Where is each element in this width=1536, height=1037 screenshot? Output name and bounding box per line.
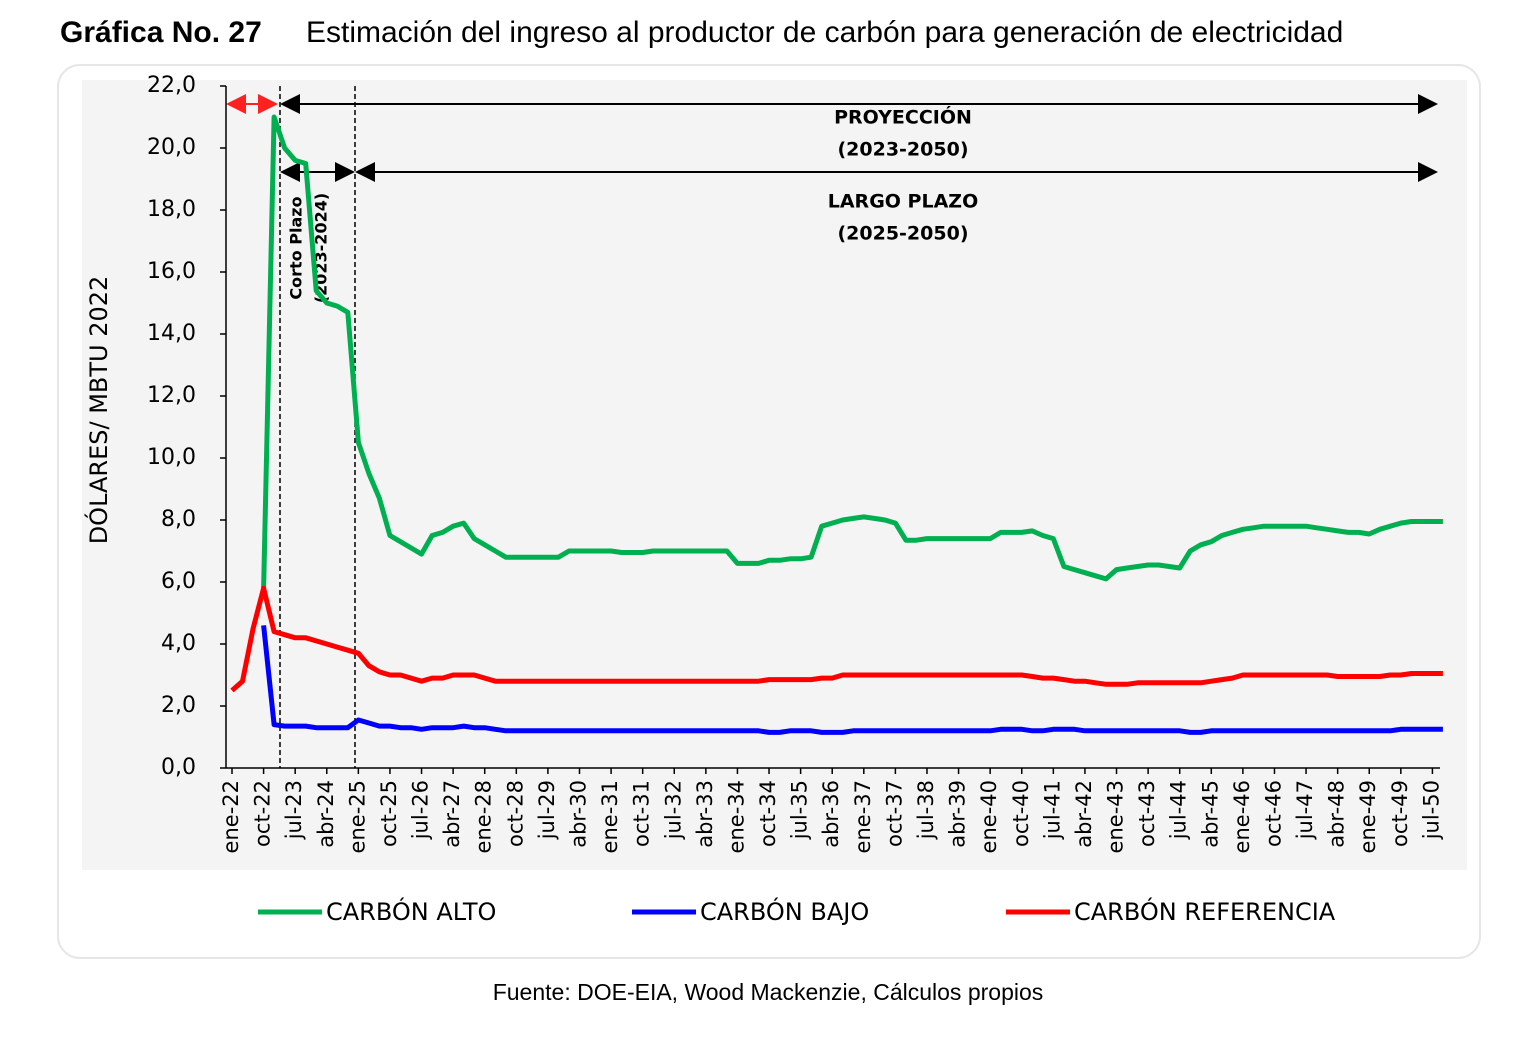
annotation: (2023-2050): [837, 139, 968, 161]
chart-title: Estimación del ingreso al productor de c…: [306, 16, 1343, 49]
y-tick-label: 4,0: [161, 631, 196, 656]
x-tick-label: oct-37: [882, 780, 906, 847]
x-tick-label: jul-32: [661, 780, 685, 840]
y-axis-label: DÓLARES/ MBTU 2022: [83, 276, 113, 545]
x-tick-label: abr-48: [1325, 780, 1349, 848]
series-line: [261, 114, 1443, 589]
x-tick-label: oct-22: [251, 780, 275, 847]
x-tick-label: oct-34: [756, 780, 780, 847]
x-tick-label: ene-34: [724, 780, 748, 853]
x-tick-label: jul-38: [914, 780, 938, 840]
x-tick-label: abr-39: [946, 780, 970, 848]
x-tick-label: ene-49: [1356, 780, 1380, 853]
legend-label: CARBÓN REFERENCIA: [1074, 896, 1336, 926]
x-tick-label: jul-44: [1167, 780, 1191, 840]
annotation: PROYECCIÓN: [834, 105, 972, 129]
annotation: (2025-2050): [837, 223, 968, 245]
x-tick-label: oct-40: [1009, 780, 1033, 847]
y-tick-label: 0,0: [161, 755, 196, 780]
y-tick-label: 6,0: [161, 569, 196, 594]
legend-label: CARBÓN BAJO: [700, 896, 869, 926]
x-tick-label: jul-26: [409, 780, 433, 840]
x-tick-label: abr-30: [566, 780, 590, 848]
y-tick-label: 2,0: [161, 693, 196, 718]
x-tick-label: jul-23: [282, 780, 306, 840]
x-tick-label: abr-24: [314, 780, 338, 848]
x-tick-label: jul-35: [788, 780, 812, 840]
annotation: LARGO PLAZO: [828, 191, 978, 213]
x-tick-label: jul-50: [1419, 780, 1443, 840]
y-tick-label: 12,0: [147, 383, 196, 408]
x-tick-label: abr-42: [1072, 780, 1096, 848]
x-tick-label: ene-43: [1104, 780, 1128, 853]
x-tick-label: ene-28: [472, 780, 496, 853]
x-tick-label: abr-45: [1198, 780, 1222, 848]
plot-background: [82, 80, 1467, 870]
x-tick-label: ene-40: [977, 780, 1001, 853]
x-tick-label: ene-31: [598, 780, 622, 853]
x-tick-label: abr-33: [693, 780, 717, 848]
y-tick-label: 14,0: [147, 321, 196, 346]
y-tick-label: 20,0: [147, 135, 196, 160]
x-tick-label: ene-25: [345, 780, 369, 853]
x-tick-label: ene-37: [851, 780, 875, 853]
x-tick-label: ene-22: [219, 780, 243, 853]
x-tick-label: oct-28: [503, 780, 527, 847]
series-line: [230, 585, 1443, 693]
title-number: Gráfica No. 27: [60, 16, 262, 49]
x-tick-label: oct-49: [1388, 780, 1412, 847]
y-tick-label: 16,0: [147, 259, 196, 284]
y-tick-label: 10,0: [147, 445, 196, 470]
y-tick-label: 8,0: [161, 507, 196, 532]
series-line: [261, 625, 1443, 735]
x-tick-label: oct-25: [377, 780, 401, 847]
legend-label: CARBÓN ALTO: [326, 896, 496, 926]
x-tick-label: abr-27: [440, 780, 464, 848]
y-tick-label: 22,0: [147, 73, 196, 98]
source: Fuente: DOE-EIA, Wood Mackenzie, Cálculo…: [493, 979, 1044, 1005]
annotation: Corto Plazo: [287, 196, 306, 299]
x-tick-label: abr-36: [819, 780, 843, 848]
x-tick-label: oct-43: [1135, 780, 1159, 847]
x-tick-label: jul-47: [1293, 780, 1317, 840]
x-tick-label: oct-46: [1261, 780, 1285, 847]
x-tick-label: oct-31: [630, 780, 654, 847]
plot: 0,0 2,0 4,0 6,0 8,0 10,0 12,0 14,0 16,0 18,0 20,0 2…: [147, 73, 1443, 926]
x-tick-label: jul-41: [1040, 780, 1064, 840]
y-tick-label: 18,0: [147, 197, 196, 222]
x-tick-label: jul-29: [535, 780, 559, 840]
x-tick-label: ene-46: [1230, 780, 1254, 853]
